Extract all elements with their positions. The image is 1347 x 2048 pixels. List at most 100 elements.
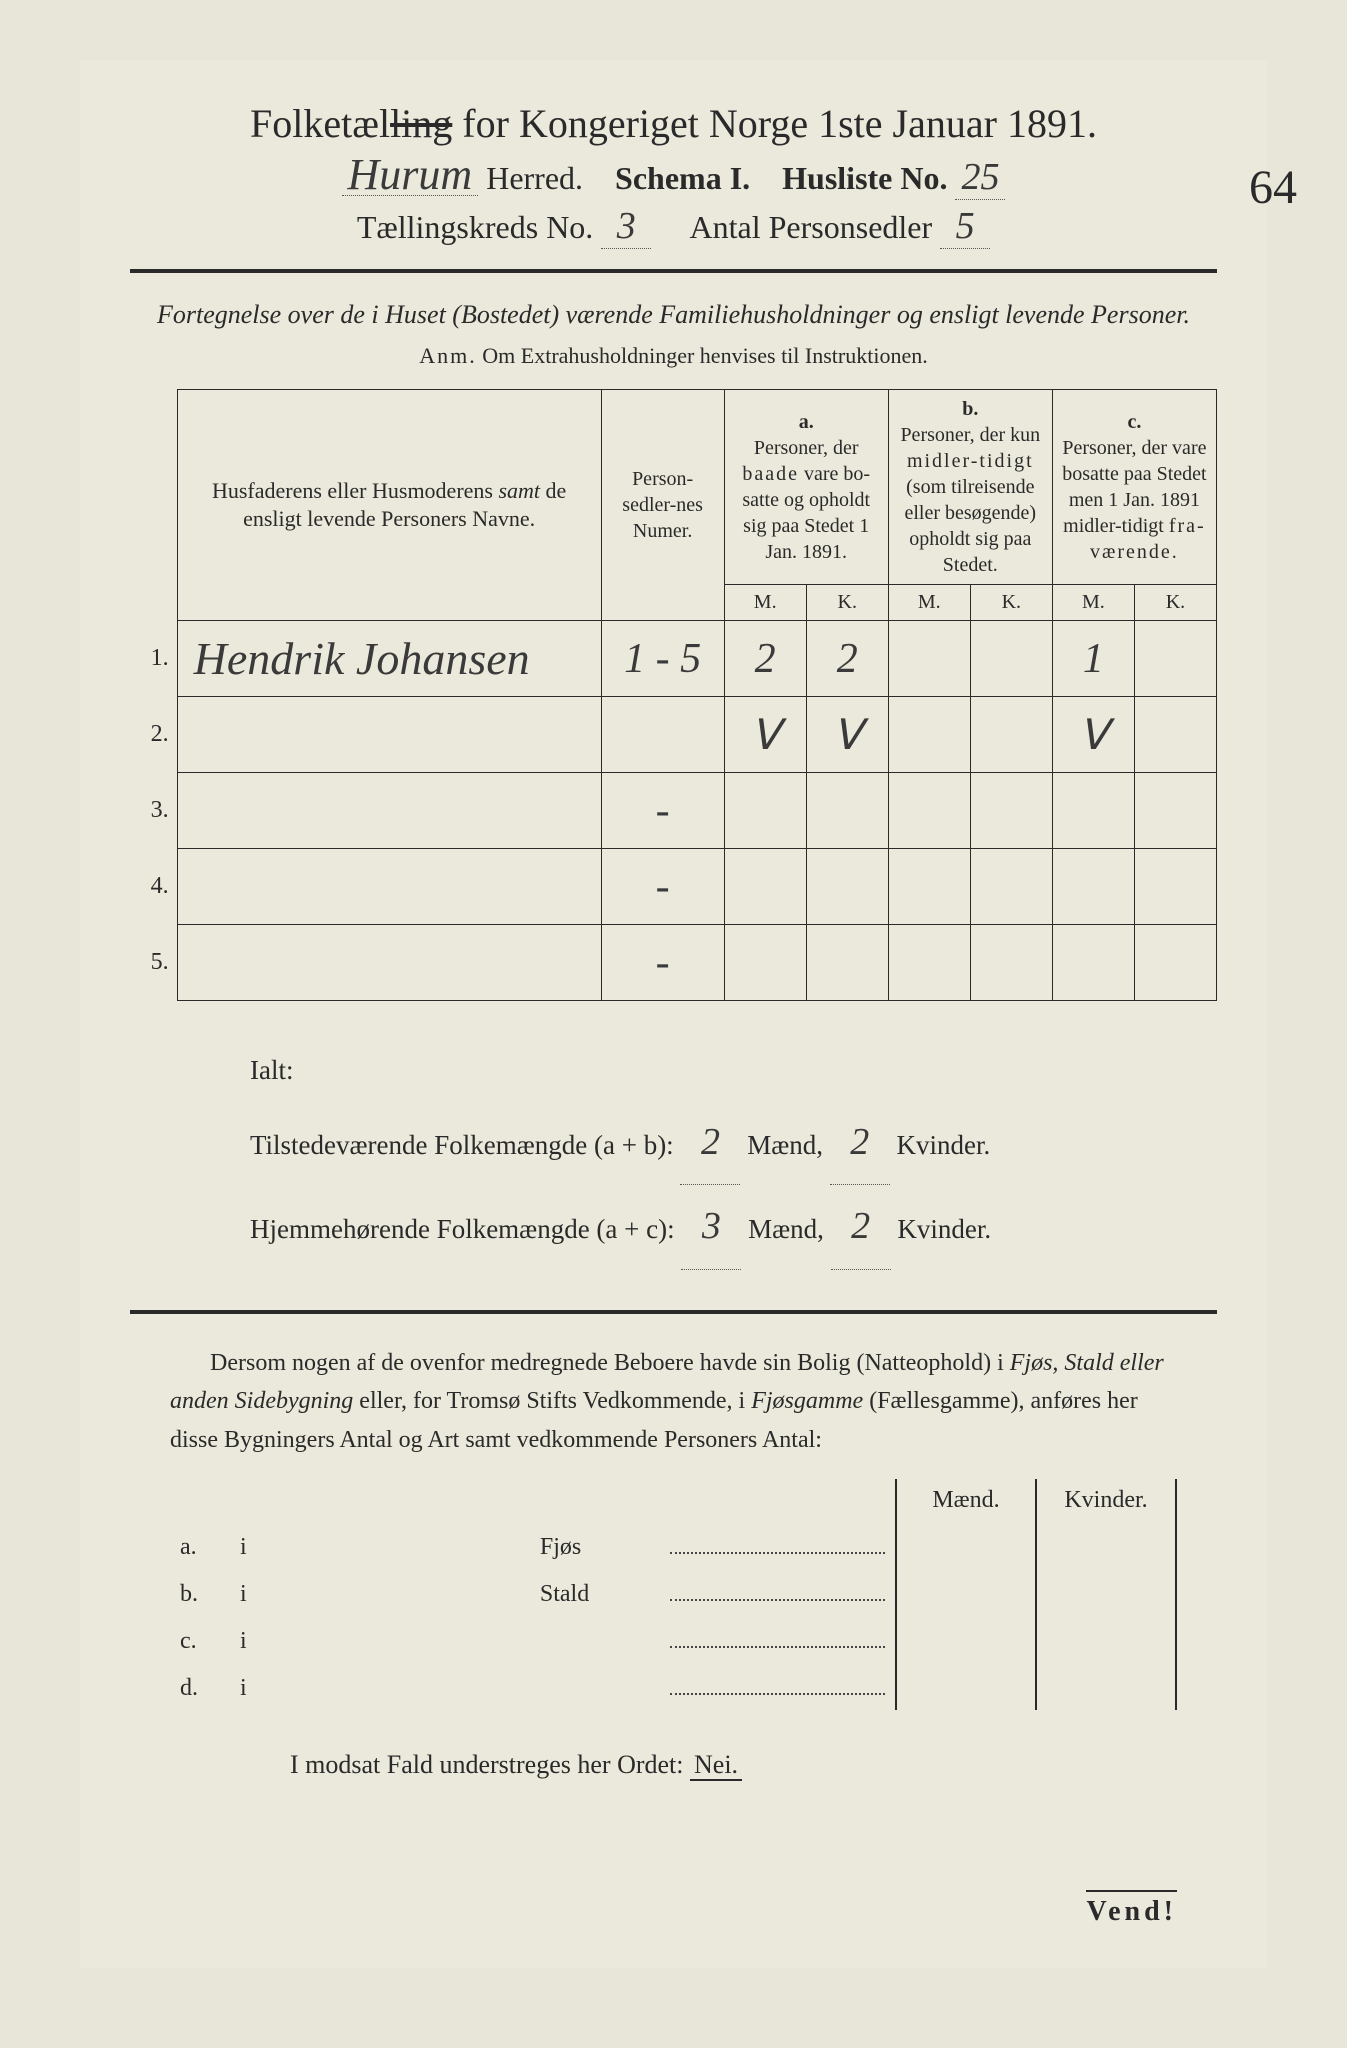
line-kreds: Tællingskreds No. 3 Antal Personsedler 5 [130,204,1217,249]
lodging-kvinder-header: Kvinder. [1036,1479,1176,1522]
col-b-label: b. [897,396,1044,422]
lodging-m [896,1569,1036,1616]
title-strike: ling [390,101,452,146]
table-row: 4. - [130,849,1217,925]
table-row: 1.Hendrik Johansen1 - 5221 [130,621,1217,697]
row-number: 3. [130,773,177,849]
h-bk: K. [970,585,1052,621]
lodging-i: i [230,1522,530,1569]
schema-label: Schema I. [615,160,750,196]
anm-label: Anm. [419,343,477,368]
numer-value: - [601,849,724,925]
b-k [970,925,1052,1001]
lodging-type [530,1663,660,1710]
a-m: ⴸ [724,697,806,773]
nei-word: Nei. [690,1750,742,1781]
c-m: ⴸ [1052,697,1134,773]
lodging-m [896,1522,1036,1569]
lodging-k [1036,1663,1176,1710]
husliste-label: Husliste No. [782,160,947,196]
b-k [970,621,1052,697]
a-k: 2 [806,621,888,697]
vend-label: Vend! [1086,1890,1177,1928]
numer-value: 1 - 5 [601,621,724,697]
b-k [970,773,1052,849]
t1-end: Kvinder. [896,1130,990,1160]
row-number: 5. [130,925,177,1001]
b-k [970,697,1052,773]
name-value [186,861,194,912]
lodging-k [1036,1522,1176,1569]
b-m [888,849,970,925]
b-m [888,773,970,849]
lodging-i: i [230,1569,530,1616]
title-post: for Kongeriget Norge 1ste Januar 1891. [452,101,1097,146]
t1-m: 2 [680,1101,740,1186]
a-k [806,925,888,1001]
lodging-k [1036,1616,1176,1663]
col-a-label: a. [733,409,880,435]
lodging-type: Stald [530,1569,660,1616]
a-k [806,773,888,849]
lodging-table: Mænd. Kvinder. a.iFjøsb.iStaldc.id.i [170,1479,1177,1710]
c-m: 1 [1052,621,1134,697]
b-m [888,621,970,697]
col-c-text: Personer, der vare bosatte paa Stedet me… [1061,435,1208,565]
lodging-paragraph: Dersom nogen af de ovenfor medregnede Be… [170,1344,1177,1459]
row-number: 1. [130,621,177,697]
t2-k: 2 [831,1185,891,1270]
lodging-type [530,1616,660,1663]
page-title: Folketælling for Kongeriget Norge 1ste J… [130,100,1217,147]
lodging-row: d.i [170,1663,1176,1710]
census-form: 64 Folketælling for Kongeriget Norge 1st… [80,60,1267,1968]
h-ck: K. [1134,585,1216,621]
col-b-text: Personer, der kun midler-tidigt (som til… [897,422,1044,578]
dotfill [670,1671,885,1695]
col-a-text: Personer, der baade vare bo-satte og oph… [733,435,880,565]
totals-line1: Tilstedeværende Folkemængde (a + b): 2 M… [250,1101,1157,1186]
a-m: 2 [724,621,806,697]
table-row: 2.ⴸⴸⴸ [130,697,1217,773]
title-pre: Folketæl [250,101,390,146]
c-k [1134,849,1216,925]
lodging-row: c.i [170,1616,1176,1663]
lodging-letter: b. [170,1569,230,1616]
lodging-type: Fjøs [530,1522,660,1569]
divider-top [130,269,1217,273]
name-value [186,785,194,836]
lodging-row: a.iFjøs [170,1522,1176,1569]
totals-block: Ialt: Tilstedeværende Folkemængde (a + b… [250,1041,1157,1270]
name-value [186,937,194,988]
b-m [888,697,970,773]
c-k [1134,697,1216,773]
lodging-k [1036,1569,1176,1616]
t1-pre: Tilstedeværende Folkemængde (a + b): [250,1130,680,1160]
kreds-no: 3 [601,204,651,249]
lodging-letter: a. [170,1522,230,1569]
table-row: 5.- [130,925,1217,1001]
row-number: 4. [130,849,177,925]
col-numer: Person-sedler-nes Numer. [601,390,724,621]
lodging-i: i [230,1616,530,1663]
lodging-letter: c. [170,1616,230,1663]
totals-line2: Hjemmehørende Folkemængde (a + c): 3 Mæn… [250,1185,1157,1270]
c-m [1052,925,1134,1001]
lodging-maend-header: Mænd. [896,1479,1036,1522]
table-row: 3.- [130,773,1217,849]
lodging-i: i [230,1663,530,1710]
herred-name: Hurum [342,155,479,196]
husliste-no: 25 [955,155,1005,200]
t1-mid: Mænd, [747,1130,830,1160]
nei-pre: I modsat Fald understreges her Ordet: [290,1750,690,1779]
h-bm: M. [888,585,970,621]
h-ak: K. [806,585,888,621]
anm-note: Anm. Om Extrahusholdninger henvises til … [130,343,1217,369]
lodging-m [896,1616,1036,1663]
lodging-m [896,1663,1036,1710]
lodging-row: b.iStald [170,1569,1176,1616]
ialt-label: Ialt: [250,1041,1157,1100]
name-value: Hendrik Johansen [186,633,530,684]
a-m [724,849,806,925]
antal-no: 5 [940,204,990,249]
t2-pre: Hjemmehørende Folkemængde (a + c): [250,1214,681,1244]
